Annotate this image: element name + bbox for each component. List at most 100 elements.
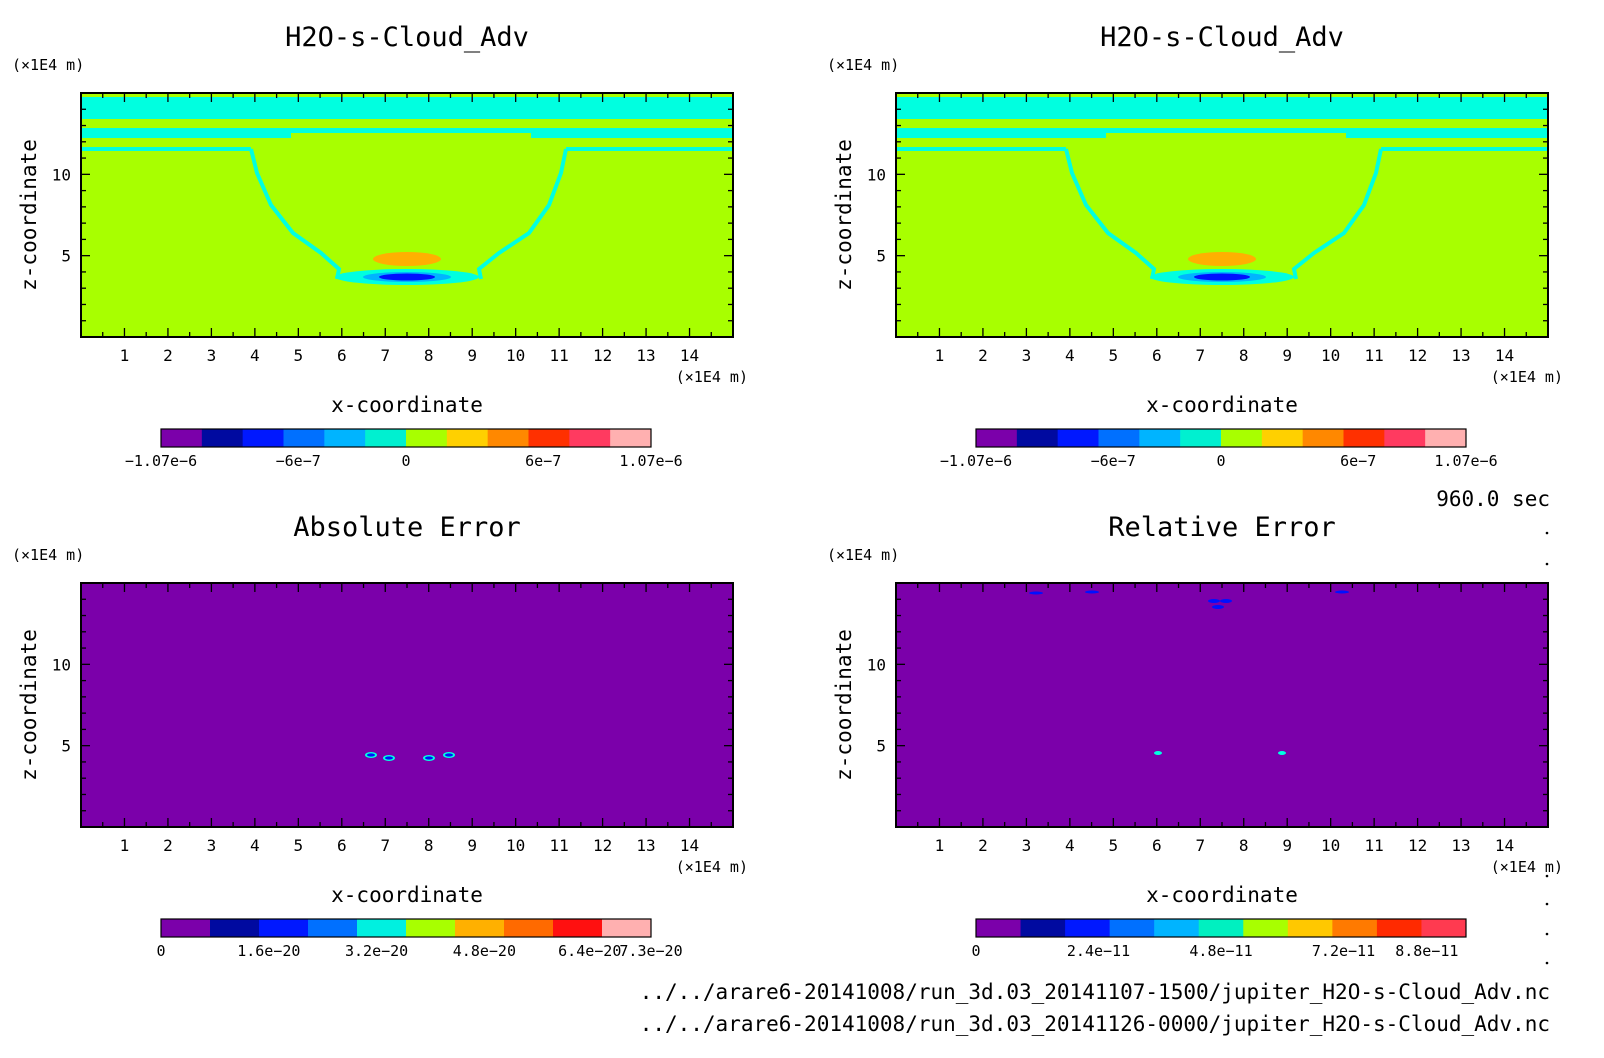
colorbar-label: 0 (401, 452, 410, 470)
error-spot-core (367, 753, 375, 757)
footer-path-2: ../../arare6-20141008/run_3d.03_20141126… (640, 1012, 1550, 1036)
error-spot (1335, 590, 1349, 594)
x-tick-label: 12 (593, 836, 612, 855)
error-spot (1278, 751, 1286, 755)
colorbar-swatch (1384, 429, 1426, 447)
x-tick-label: 2 (978, 836, 988, 855)
x-tick-label: 6 (337, 836, 347, 855)
cup-outline (1064, 148, 1383, 280)
colorbar-swatch (455, 919, 505, 937)
error-spot-core (425, 756, 433, 760)
y-tick-label: 5 (61, 247, 71, 266)
left-shelf (896, 147, 1066, 151)
time-label: 960.0 sec (1436, 487, 1550, 511)
error-spot-core (445, 753, 453, 757)
y-tick-label: 10 (867, 655, 886, 674)
x-axis-label: x-coordinate (331, 883, 483, 907)
footer-path-1: ../../arare6-20141008/run_3d.03_20141107… (640, 980, 1550, 1004)
colorbar-label: 1.07e−6 (619, 452, 682, 470)
x-tick-label: 12 (1408, 346, 1427, 365)
x-tick-label: 6 (1152, 346, 1162, 365)
x-tick-label: 9 (1282, 346, 1292, 365)
x-tick-label: 1 (120, 346, 130, 365)
colorbar-swatch (553, 919, 603, 937)
x-tick-label: 14 (1495, 836, 1514, 855)
x-tick-label: 9 (467, 836, 477, 855)
colorbar-swatch (446, 429, 489, 447)
colorbar-swatch (1180, 429, 1222, 447)
x-tick-label: 14 (680, 346, 699, 365)
colorbar: −1.07e−6 −6e−7 0 6e−7 1.07e−6 (125, 428, 683, 470)
y-axis-label: z-coordinate (832, 629, 856, 781)
colorbar-label: 4.8e−11 (1189, 942, 1252, 960)
colorbar-swatch (1198, 919, 1244, 937)
colorbar-swatch (324, 429, 366, 447)
colorbar-label: 4.8e−20 (453, 942, 516, 960)
x-unit-label: (×1E4 m) (1491, 858, 1563, 876)
colorbar-swatch (365, 429, 407, 447)
colorbar-swatch (1221, 429, 1263, 447)
x-tick-label: 9 (467, 346, 477, 365)
colorbar-label: 7.3e−20 (619, 942, 682, 960)
y-axis-label: z-coordinate (17, 629, 41, 781)
heatmap-area (896, 583, 1548, 827)
heatmap-area (896, 93, 1548, 337)
x-tick-label: 12 (593, 346, 612, 365)
panel-bottom-left: Absolute Error (×1E4 m) 1 2 3 4 5 6 7 8 9 10 11 12 1… (12, 512, 748, 960)
colorbar-swatch (210, 919, 260, 937)
x-tick-label: 8 (424, 836, 434, 855)
x-tick-label: 8 (424, 346, 434, 365)
colorbar-swatch (406, 429, 448, 447)
x-tick-label: 9 (1282, 836, 1292, 855)
colorbar-label: 7.2e−11 (1312, 942, 1375, 960)
x-tick-label: 13 (636, 836, 655, 855)
error-spot-core (385, 756, 393, 760)
colorbar-swatch (1154, 919, 1200, 937)
x-tick-label: 2 (163, 346, 173, 365)
colorbar-label: −1.07e−6 (125, 452, 197, 470)
x-tick-label: 11 (1365, 836, 1384, 855)
panel-top-right: H2O-s-Cloud_Adv (×1E4 m) 1 2 3 4 5 6 7 8 9 10 11 12… (827, 22, 1563, 470)
x-tick-label: 3 (1022, 346, 1032, 365)
x-tick-label: 8 (1239, 346, 1249, 365)
colorbar-label: 6e−7 (1340, 452, 1376, 470)
heatmap-area (81, 93, 733, 337)
colorbar: 0 1.6e−20 3.2e−20 4.8e−20 6.4e−207.3e−20 (156, 918, 683, 960)
colorbar-swatch (1287, 919, 1333, 937)
colorbar-frame (160, 428, 652, 448)
band-gap (1106, 133, 1346, 139)
x-tick-label: 12 (1408, 836, 1427, 855)
x-axis-label: x-coordinate (1146, 393, 1298, 417)
panel-title: Relative Error (1108, 512, 1336, 543)
x-tick-label: 4 (250, 836, 260, 855)
colorbar-swatch (201, 429, 244, 447)
colorbar: 0 2.4e−11 4.8e−11 7.2e−11 8.8e−11 (971, 918, 1467, 960)
colorbar-label: −6e−7 (1091, 452, 1136, 470)
x-tick-label: 5 (1109, 836, 1119, 855)
y-unit-label: (×1E4 m) (827, 56, 899, 74)
x-tick-label: 14 (1495, 346, 1514, 365)
colorbar-label: 1.07e−6 (1434, 452, 1497, 470)
x-tick-label: 10 (1321, 346, 1340, 365)
y-axis-label: z-coordinate (17, 139, 41, 291)
colorbar-label: −1.07e−6 (940, 452, 1012, 470)
colorbar-label: −6e−7 (276, 452, 321, 470)
x-tick-label: 4 (250, 346, 260, 365)
y-unit-label: (×1E4 m) (12, 56, 84, 74)
cup-outline (249, 148, 568, 280)
x-tick-label: 7 (380, 836, 390, 855)
error-spot (1029, 591, 1043, 595)
x-tick-label: 5 (294, 836, 304, 855)
error-spot (1212, 605, 1224, 609)
x-unit-label: (×1E4 m) (676, 368, 748, 386)
y-unit-label: (×1E4 m) (827, 546, 899, 564)
colorbar-label: 2.4e−11 (1067, 942, 1130, 960)
y-unit-label: (×1E4 m) (12, 546, 84, 564)
colorbar-swatch (1302, 429, 1344, 447)
colorbar-swatch (610, 429, 652, 447)
panel-title: Absolute Error (293, 512, 521, 543)
colorbar-swatch (1261, 429, 1304, 447)
x-tick-label: 7 (1195, 346, 1205, 365)
error-spot (1208, 599, 1220, 603)
